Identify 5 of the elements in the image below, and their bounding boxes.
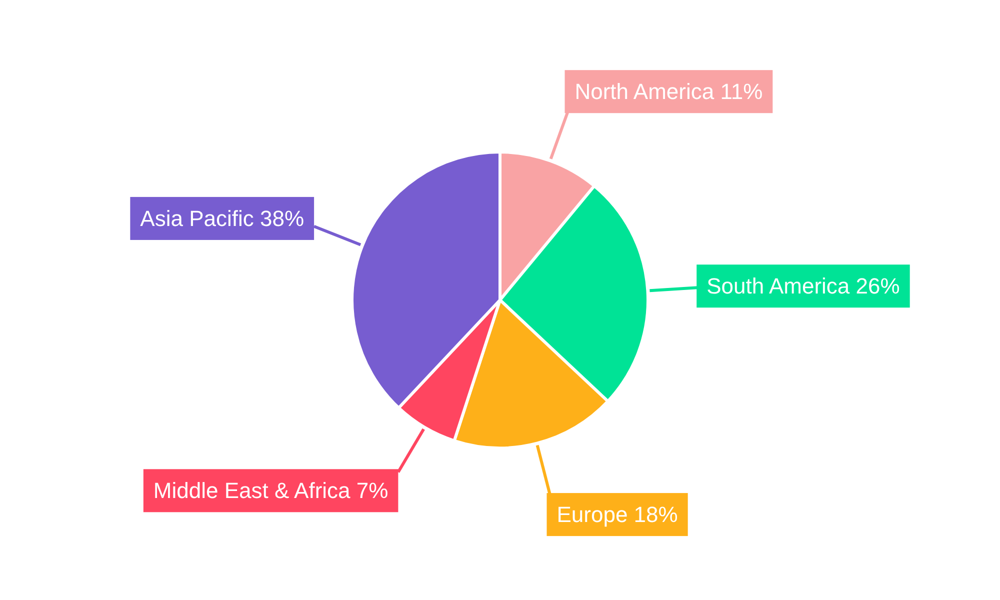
slice-label: Europe 18% [556, 502, 678, 528]
slice-label: North America 11% [574, 79, 763, 104]
slice-label: South America 26% [706, 274, 900, 299]
slice-label: Asia Pacific 38% [140, 206, 304, 231]
slice-label: Middle East & Africa 7% [153, 478, 388, 504]
